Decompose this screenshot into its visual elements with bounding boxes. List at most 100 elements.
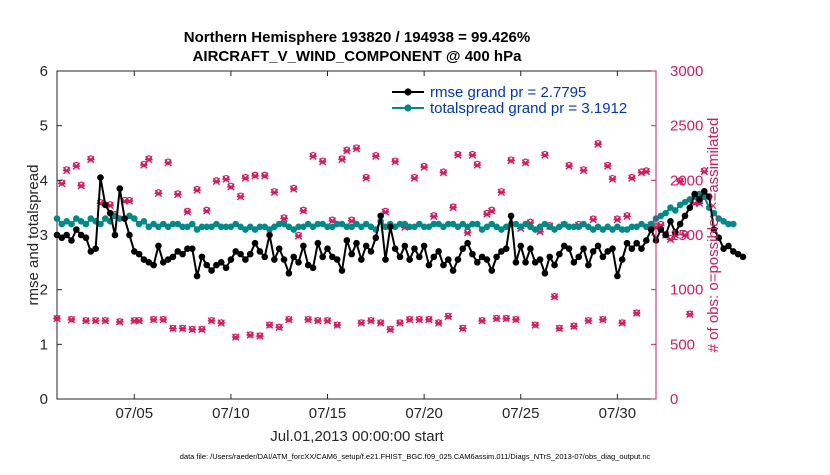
obs-assimilated-point <box>222 175 230 183</box>
rmse-point <box>667 218 674 225</box>
totalspread-point <box>275 220 283 228</box>
totalspread-point <box>73 215 80 222</box>
obs-possible-point <box>590 215 597 222</box>
obs-assimilated-series <box>53 140 709 341</box>
obs-assimilated-point <box>217 319 226 327</box>
obs-possible-point <box>676 177 684 184</box>
rmse-point <box>531 259 539 266</box>
obs-possible-point <box>469 150 476 158</box>
obs-assimilated-point <box>67 316 76 324</box>
totalspread-point <box>406 223 413 231</box>
y-tick-label-left: 2 <box>40 282 48 299</box>
obs-assimilated-point <box>502 314 511 323</box>
rmse-point <box>159 259 167 266</box>
rmse-point <box>420 242 428 250</box>
obs-possible-point <box>498 188 505 195</box>
totalspread-point <box>502 223 510 231</box>
totalspread-point <box>570 223 578 231</box>
obs-assimilated-point <box>468 151 477 159</box>
obs-assimilated-point <box>338 155 346 164</box>
obs-assimilated-point <box>608 175 617 183</box>
rmse-point <box>643 237 650 244</box>
totalspread-point <box>469 220 476 228</box>
rmse-point <box>275 245 283 252</box>
obs-assimilated-point <box>396 319 404 327</box>
obs-possible-point <box>667 235 674 242</box>
y-tick-label-left: 4 <box>40 172 48 189</box>
totalspread-point <box>77 218 85 225</box>
totalspread-point <box>314 220 322 228</box>
obs-possible-point <box>522 158 529 165</box>
rmse-point <box>502 245 510 252</box>
rmse-point <box>285 269 293 277</box>
x-tick-label: 07/20 <box>405 405 443 422</box>
obs-assimilated-point <box>77 182 85 190</box>
rmse-point <box>97 174 104 181</box>
y-tick-label-right: 0 <box>670 391 678 408</box>
obs-assimilated-point <box>628 174 636 182</box>
obs-assimilated-point <box>555 324 564 333</box>
totalspread-point <box>130 215 138 222</box>
legend-spread-marker <box>404 104 412 112</box>
obs-possible-point <box>609 174 616 182</box>
rmse-point <box>430 253 438 261</box>
totalspread-point <box>729 220 737 228</box>
totalspread-point <box>150 220 157 228</box>
rmse-point <box>580 245 587 252</box>
rmse-point <box>560 242 568 250</box>
obs-assimilated-point <box>478 317 486 325</box>
y-tick-label-left: 5 <box>40 118 48 135</box>
totalspread-point <box>348 223 355 231</box>
rmse-point <box>546 253 554 261</box>
totalspread-point <box>63 218 70 225</box>
obs-possible-point <box>145 155 152 162</box>
obs-assimilated-point <box>570 322 578 330</box>
obs-possible-point <box>251 171 259 179</box>
obs-assimilated-point <box>565 162 573 170</box>
totalspread-point <box>155 223 162 231</box>
legend-rmse-label: rmse grand pr = 2.7795 <box>430 84 586 101</box>
rmse-point <box>130 248 138 255</box>
totalspread-point <box>271 223 278 231</box>
rmse-point <box>358 256 365 263</box>
rmse-point <box>266 231 273 239</box>
totalspread-series <box>53 190 737 233</box>
rmse-point <box>150 261 157 269</box>
x-tick-label: 07/30 <box>599 405 637 422</box>
rmse-point <box>541 269 549 277</box>
totalspread-point <box>102 215 109 222</box>
totalspread-point <box>633 223 640 231</box>
totalspread-point <box>589 226 597 233</box>
obs-assimilated-point <box>420 163 428 171</box>
totalspread-point <box>512 220 520 228</box>
rmse-point <box>681 212 689 220</box>
rmse-point <box>387 223 394 231</box>
totalspread-point <box>618 226 626 233</box>
obs-assimilated-point <box>91 317 100 325</box>
totalspread-point <box>179 223 186 231</box>
rmse-point <box>367 248 375 255</box>
totalspread-point <box>522 220 529 228</box>
obs-possible-point <box>155 189 162 196</box>
rmse-point <box>686 204 694 211</box>
rmse-point <box>493 253 500 261</box>
obs-assimilated-point <box>512 316 520 324</box>
rmse-point <box>647 226 655 233</box>
obs-possible-point <box>77 181 85 188</box>
rmse-point <box>111 231 119 239</box>
rmse-point <box>319 253 326 261</box>
obs-assimilated-point <box>53 314 61 323</box>
rmse-point <box>280 256 288 263</box>
rmse-point <box>362 242 370 250</box>
totalspread-point <box>140 218 148 225</box>
y-tick-label-right: 3000 <box>670 63 703 80</box>
footer-data-file: data file: /Users/raeder/DAI/ATM_forcXX/… <box>180 452 651 461</box>
totalspread-point <box>333 220 341 228</box>
rmse-point <box>454 256 462 263</box>
x-tick-label: 07/25 <box>502 405 540 422</box>
legend-spread-label: totalspread grand pr = 3.1912 <box>430 100 627 117</box>
rmse-point <box>174 248 182 255</box>
obs-assimilated-point <box>376 319 385 327</box>
totalspread-point <box>415 220 423 228</box>
